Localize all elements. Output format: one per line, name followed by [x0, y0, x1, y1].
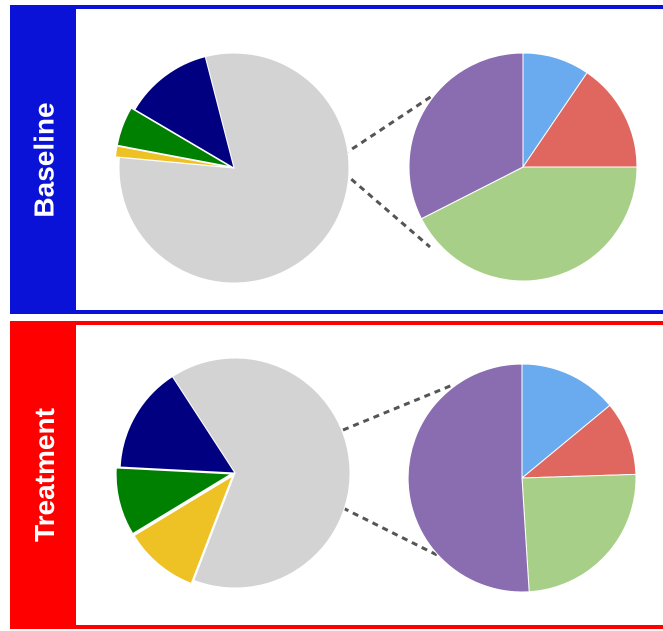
connector-line: [342, 382, 456, 432]
treatment-label-bar: Treatment: [14, 325, 76, 625]
pie-slice: [115, 467, 233, 535]
connector-line: [342, 94, 433, 157]
pie-slice: [134, 56, 235, 170]
baseline-main-pie: [114, 52, 350, 284]
baseline-label-bar: Baseline: [14, 9, 76, 310]
pie-slice: [521, 363, 611, 480]
pie-slice: [171, 357, 351, 589]
pie-slice: [520, 404, 637, 479]
pie-slice: [408, 52, 524, 220]
pie-slice: [119, 375, 236, 474]
treatment-detail-pie: [407, 363, 637, 593]
pie-slice: [420, 166, 638, 282]
pie-slice: [521, 473, 637, 593]
pie-slice: [133, 474, 234, 585]
pie-slice: [116, 107, 231, 168]
connector-line: [342, 170, 431, 249]
baseline-detail-pie: [408, 52, 638, 282]
pie-slice: [114, 145, 231, 168]
treatment-main-pie: [115, 357, 351, 589]
connector-line: [342, 506, 448, 562]
pie-slice: [118, 52, 350, 284]
pie-slice: [522, 72, 638, 168]
pie-slice: [407, 363, 530, 593]
